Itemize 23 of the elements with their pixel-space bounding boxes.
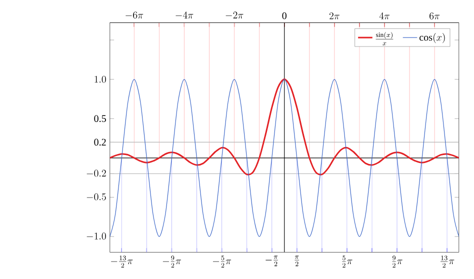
x2-tick-label: $2\pi$ xyxy=(329,12,340,20)
x-tick-label: $-\frac{\pi}{2}$ xyxy=(266,256,278,266)
x2-tick-label: $-6\pi$ xyxy=(126,12,144,18)
x-tick-label: $-\frac{13}{2}\pi$ xyxy=(111,256,133,268)
x2-tick-label: 0 xyxy=(282,12,286,20)
x2-tick-label: $4\pi$ xyxy=(379,12,390,20)
x2-tick-label: $-2\pi$ xyxy=(226,12,244,18)
x-tick-label: $-\frac{5}{2}\pi$ xyxy=(212,256,232,268)
x-tick-label: $\frac{13}{2}\pi$ xyxy=(440,256,454,268)
y-tick-label: $1.0$ xyxy=(94,76,106,83)
y-tick-label: $-0.2$ xyxy=(86,170,106,177)
x-tick-label: $-\frac{9}{2}\pi$ xyxy=(162,256,182,268)
x2-tick-label: $6\pi$ xyxy=(430,12,440,20)
y-tick-label: 0.5 xyxy=(94,115,106,122)
legend-label: $\cos(x)$ xyxy=(420,32,445,44)
x-tick-label: $\frac{\pi}{2}$ xyxy=(294,256,300,266)
y-tick-label: $-0.5$ xyxy=(86,193,106,200)
x-tick-label: $\frac{9}{2}\pi$ xyxy=(392,256,402,268)
x-tick-label: $\frac{5}{2}\pi$ xyxy=(342,256,352,268)
legend-label: $\frac{\sin(x)}{x}$ xyxy=(376,32,394,46)
y-tick-label: $-1.0$ xyxy=(86,232,106,240)
x2-tick-label: $-4\pi$ xyxy=(176,11,194,18)
y-tick-label: 0.2 xyxy=(94,138,106,146)
